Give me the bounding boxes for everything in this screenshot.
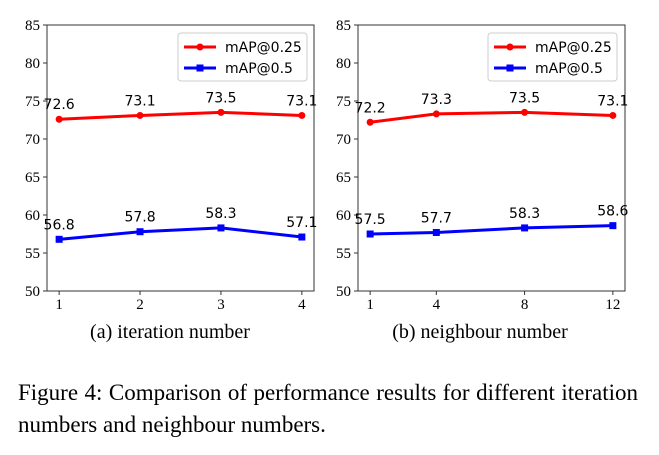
data-point [609, 111, 617, 119]
data-point [609, 222, 617, 230]
subcaption: (a) iteration number [90, 321, 250, 343]
figure-caption: Figure 4: Comparison of performance resu… [18, 380, 638, 437]
data-point [217, 224, 225, 232]
y-tick-label: 85 [336, 18, 351, 34]
y-tick-label: 65 [336, 170, 351, 186]
data-label: 73.1 [597, 93, 628, 109]
data-label: 58.3 [509, 206, 540, 222]
data-label: 57.5 [355, 212, 386, 228]
y-tick-label: 75 [336, 94, 351, 110]
data-point [298, 111, 306, 119]
y-tick-label: 50 [336, 284, 351, 300]
axes-frame [46, 24, 315, 292]
data-point [298, 233, 306, 241]
y-tick-label: 80 [336, 56, 351, 72]
chart-a: 50 55 60 65 70 75 80 85 1 2 3 4 72.6 73.1 73.5 73.1 56.8… [25, 18, 317, 343]
x-tick-label: 4 [433, 297, 441, 313]
y-tick-label: 75 [25, 94, 40, 110]
y-tick-label: 55 [25, 246, 40, 262]
data-point [136, 111, 144, 119]
x-tick-label: 12 [605, 297, 620, 313]
data-point [521, 224, 529, 232]
data-label: 73.3 [421, 92, 452, 108]
legend-label: mAP@0.5 [225, 61, 293, 77]
legend-marker [506, 64, 514, 72]
x-tick-label: 2 [136, 297, 144, 313]
series-line-0 [59, 110, 302, 121]
data-label: 58.6 [597, 204, 628, 220]
series-line-1 [58, 226, 303, 241]
x-tick-label: 8 [521, 297, 529, 313]
subcaption: (b) neighbour number [392, 321, 568, 343]
data-point [366, 230, 374, 238]
y-tick-label: 55 [336, 246, 351, 262]
legend-label: mAP@0.5 [535, 61, 603, 77]
data-label: 72.2 [355, 100, 386, 116]
data-point [136, 228, 144, 236]
x-tick-label: 4 [298, 297, 306, 313]
axes-frame [357, 24, 626, 292]
data-label: 73.5 [509, 90, 540, 106]
legend-marker [196, 64, 204, 72]
data-label: 57.7 [421, 210, 452, 226]
y-tick-label: 80 [25, 56, 40, 72]
y-tick-label: 60 [336, 208, 351, 224]
data-point [432, 228, 440, 236]
y-tick-label: 85 [25, 18, 40, 34]
x-tick-label: 1 [366, 297, 374, 313]
data-label: 73.1 [286, 93, 317, 109]
data-point [55, 235, 63, 243]
legend: mAP@0.25 mAP@0.5 [487, 32, 618, 82]
legend-label: mAP@0.25 [535, 40, 612, 56]
data-point [432, 110, 440, 118]
y-tick-label: 70 [25, 132, 40, 148]
y-tick-label: 60 [25, 208, 40, 224]
data-point [55, 115, 63, 123]
y-tick-label: 50 [25, 284, 40, 300]
data-label: 73.5 [205, 90, 236, 106]
y-tick-label: 65 [25, 170, 40, 186]
data-label: 57.1 [286, 215, 317, 231]
legend-label: mAP@0.25 [225, 40, 302, 56]
data-point [366, 118, 374, 126]
data-label: 72.6 [44, 97, 75, 113]
data-label: 56.8 [44, 217, 75, 233]
series-line-0 [369, 110, 613, 124]
legend: mAP@0.25 mAP@0.5 [177, 32, 308, 82]
y-tick-label: 70 [336, 132, 351, 148]
data-point [217, 108, 225, 116]
x-tick-label: 3 [217, 297, 225, 313]
data-label: 73.1 [124, 93, 155, 109]
x-tick-label: 1 [55, 297, 63, 313]
legend-marker [196, 43, 204, 51]
data-label: 58.3 [205, 206, 236, 222]
chart-b: 50 55 60 65 70 75 80 85 1 4 8 12 72.2 73.3 73.5 73.1 57.… [336, 18, 629, 343]
series-line-1 [370, 224, 613, 236]
legend-marker [506, 43, 514, 51]
data-label: 57.8 [124, 210, 155, 226]
data-point [521, 108, 529, 116]
